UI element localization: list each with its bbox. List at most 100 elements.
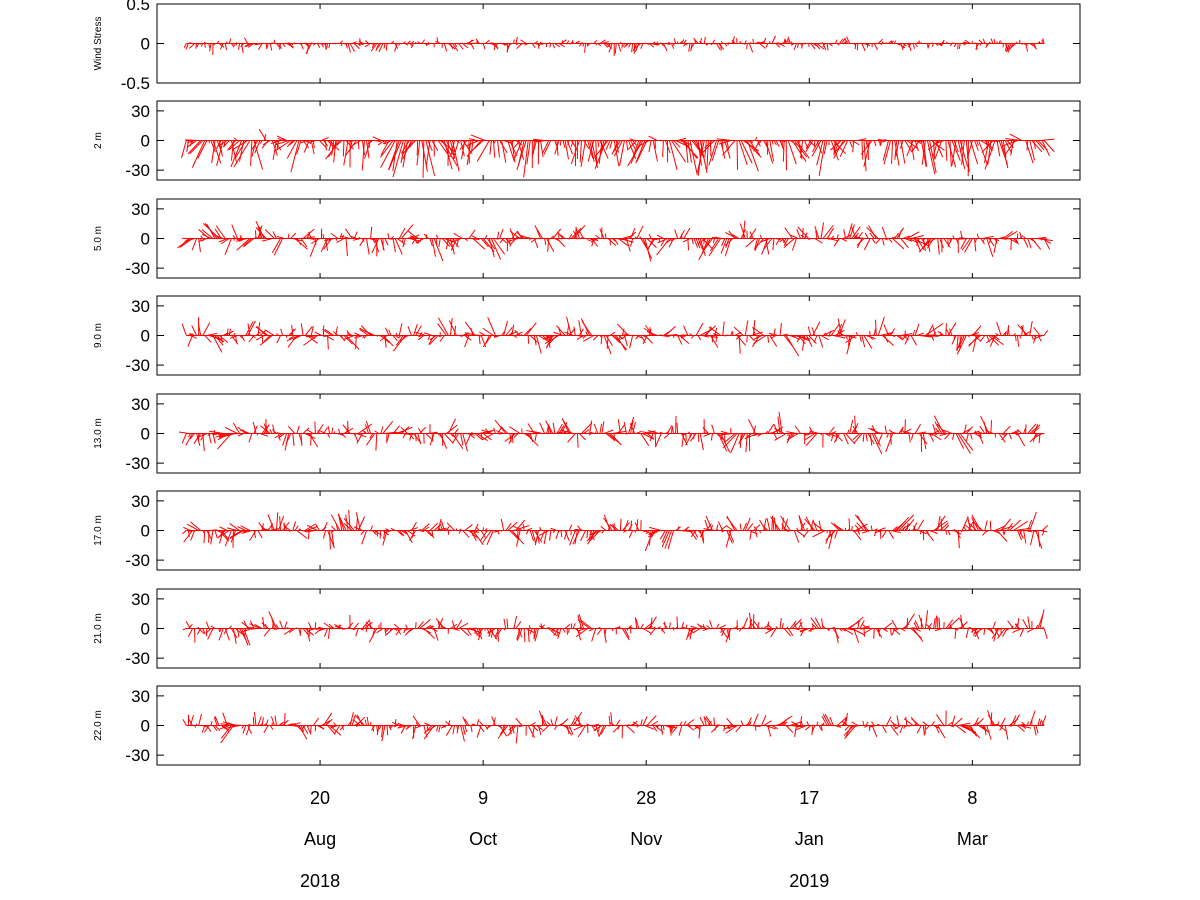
stick: [789, 620, 797, 629]
stick: [324, 238, 334, 242]
stick: [486, 530, 494, 546]
stick: [925, 725, 930, 730]
stick: [783, 39, 786, 44]
stick: [513, 140, 521, 149]
stick: [195, 43, 198, 49]
stick: [656, 238, 670, 256]
stick: [1023, 238, 1029, 248]
stick: [573, 725, 584, 731]
stick: [308, 433, 319, 448]
y-tick-label: 0.5: [126, 0, 150, 14]
stick: [696, 140, 705, 173]
stick: [292, 433, 295, 446]
stick: [233, 140, 251, 168]
stick: [642, 431, 652, 434]
stick: [276, 43, 280, 48]
stick: [796, 527, 799, 531]
stick: [863, 335, 873, 349]
stick: [243, 238, 253, 246]
stick: [892, 722, 897, 726]
stick: [495, 43, 498, 47]
stick: [460, 725, 465, 742]
stick: [766, 518, 771, 531]
stick: [536, 43, 538, 46]
stick: [668, 622, 671, 629]
stick: [845, 712, 848, 726]
stick: [433, 238, 444, 261]
y-tick-label: -30: [125, 649, 150, 668]
stick: [239, 234, 243, 239]
stick: [703, 36, 706, 44]
stick: [269, 43, 273, 51]
stick: [197, 140, 208, 159]
y-tick-label: -30: [125, 746, 150, 765]
stick: [866, 43, 871, 45]
stick: [183, 530, 193, 543]
stick: [232, 235, 236, 239]
stick: [589, 530, 603, 535]
stick: [431, 140, 439, 152]
stick: [852, 628, 856, 630]
stick: [790, 234, 799, 239]
stick: [861, 335, 866, 348]
stick: [240, 43, 245, 48]
stick: [410, 235, 420, 239]
stick: [708, 238, 722, 257]
stick: [202, 322, 211, 336]
stick: [471, 530, 478, 536]
stick: [938, 618, 941, 629]
stick: [706, 624, 711, 629]
stick: [302, 427, 310, 434]
stick: [529, 530, 534, 542]
stick: [229, 335, 238, 339]
stick: [418, 335, 422, 338]
stick: [730, 433, 740, 454]
stick: [990, 38, 994, 44]
stick: [787, 36, 791, 44]
stick: [854, 524, 861, 531]
stick: [462, 43, 469, 49]
stick: [642, 716, 648, 726]
stick: [965, 628, 969, 638]
stick: [770, 628, 777, 638]
stick: [718, 433, 728, 452]
stick: [595, 725, 600, 738]
stick: [1035, 237, 1047, 239]
stick: [468, 229, 476, 239]
stick: [687, 431, 691, 434]
stick: [964, 524, 973, 531]
stick: [883, 335, 889, 343]
stick: [784, 38, 787, 44]
stick: [984, 520, 988, 531]
stick: [543, 530, 548, 545]
stick: [390, 40, 395, 44]
stick: [492, 717, 496, 726]
stick: [212, 433, 216, 444]
stick: [767, 423, 775, 434]
stick: [634, 43, 640, 52]
stick: [806, 433, 811, 436]
stick: [1033, 327, 1041, 336]
stick: [300, 433, 303, 446]
stick: [877, 723, 881, 726]
stick: [189, 433, 195, 440]
stick: [595, 140, 598, 166]
stick: [985, 530, 990, 533]
stick: [191, 325, 198, 336]
stick: [351, 236, 357, 239]
stick: [259, 335, 273, 346]
stick: [501, 140, 507, 163]
stick: [517, 140, 525, 160]
stick: [1004, 140, 1013, 154]
stick: [505, 523, 512, 531]
stick: [703, 528, 715, 531]
stick: [542, 335, 555, 340]
stick: [694, 725, 699, 730]
stick: [415, 722, 419, 726]
stick: [186, 523, 199, 531]
stick: [996, 140, 1001, 157]
stick: [370, 525, 374, 531]
stick: [484, 39, 490, 44]
stick: [383, 140, 392, 145]
stick: [933, 415, 945, 434]
